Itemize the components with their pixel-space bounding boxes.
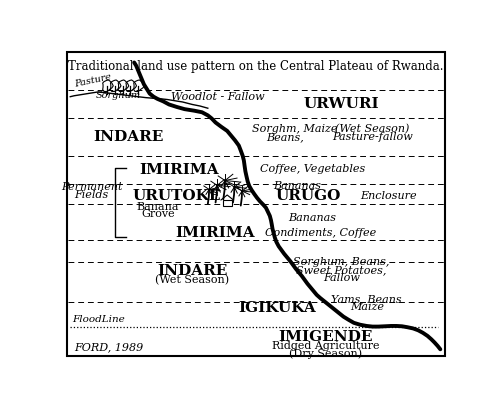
Text: Sorghm, Maize: Sorghm, Maize [252, 124, 338, 134]
Text: Ridged Agriculture: Ridged Agriculture [272, 341, 380, 351]
Text: IMIGENDE: IMIGENDE [279, 330, 373, 344]
Text: Beans,: Beans, [266, 132, 304, 142]
Text: Condiments, Coffee: Condiments, Coffee [264, 227, 376, 238]
Text: Banana: Banana [136, 202, 178, 212]
Text: Sorghum, Beans,: Sorghum, Beans, [294, 257, 390, 267]
Text: IMIRIMA: IMIRIMA [176, 226, 256, 240]
Text: IMIRIMA: IMIRIMA [139, 164, 218, 177]
Text: FORD, 1989: FORD, 1989 [74, 343, 144, 353]
Text: Fields: Fields [74, 190, 108, 200]
Text: Traditional land use pattern on the Central Plateau of Rwanda.: Traditional land use pattern on the Cent… [68, 60, 444, 73]
Text: INDARE: INDARE [157, 264, 228, 278]
Text: Woodlot - Fallow: Woodlot - Fallow [170, 92, 264, 102]
Text: Grove: Grove [142, 209, 176, 219]
Text: Pasture: Pasture [74, 73, 112, 89]
Text: URWURI: URWURI [304, 97, 380, 112]
Text: FloodLine: FloodLine [72, 316, 125, 324]
Text: Permanent: Permanent [61, 182, 122, 192]
Text: URUTOKE: URUTOKE [132, 189, 221, 203]
Text: Bananas: Bananas [288, 213, 337, 223]
Text: Enclosure: Enclosure [360, 191, 416, 201]
Bar [222, 200, 232, 206]
Text: Pasture-fallow: Pasture-fallow [332, 132, 413, 142]
Text: (Wet Season): (Wet Season) [155, 275, 230, 285]
Text: IGIKUKA: IGIKUKA [238, 301, 316, 315]
Text: Coffee, Vegetables: Coffee, Vegetables [260, 164, 365, 174]
Text: Sorghum: Sorghum [96, 91, 140, 100]
Text: (Dry Season): (Dry Season) [290, 349, 362, 359]
Text: Maize: Maize [350, 302, 384, 312]
Text: Fallow: Fallow [323, 273, 360, 283]
Text: Sweet Potatoes,: Sweet Potatoes, [296, 265, 386, 275]
Text: INDARE: INDARE [93, 130, 164, 144]
Text: URUGO: URUGO [276, 189, 341, 203]
Text: (Wet Season): (Wet Season) [336, 124, 409, 134]
Text: Yams, Beans: Yams, Beans [332, 294, 402, 304]
Text: Bananas: Bananas [273, 181, 321, 191]
